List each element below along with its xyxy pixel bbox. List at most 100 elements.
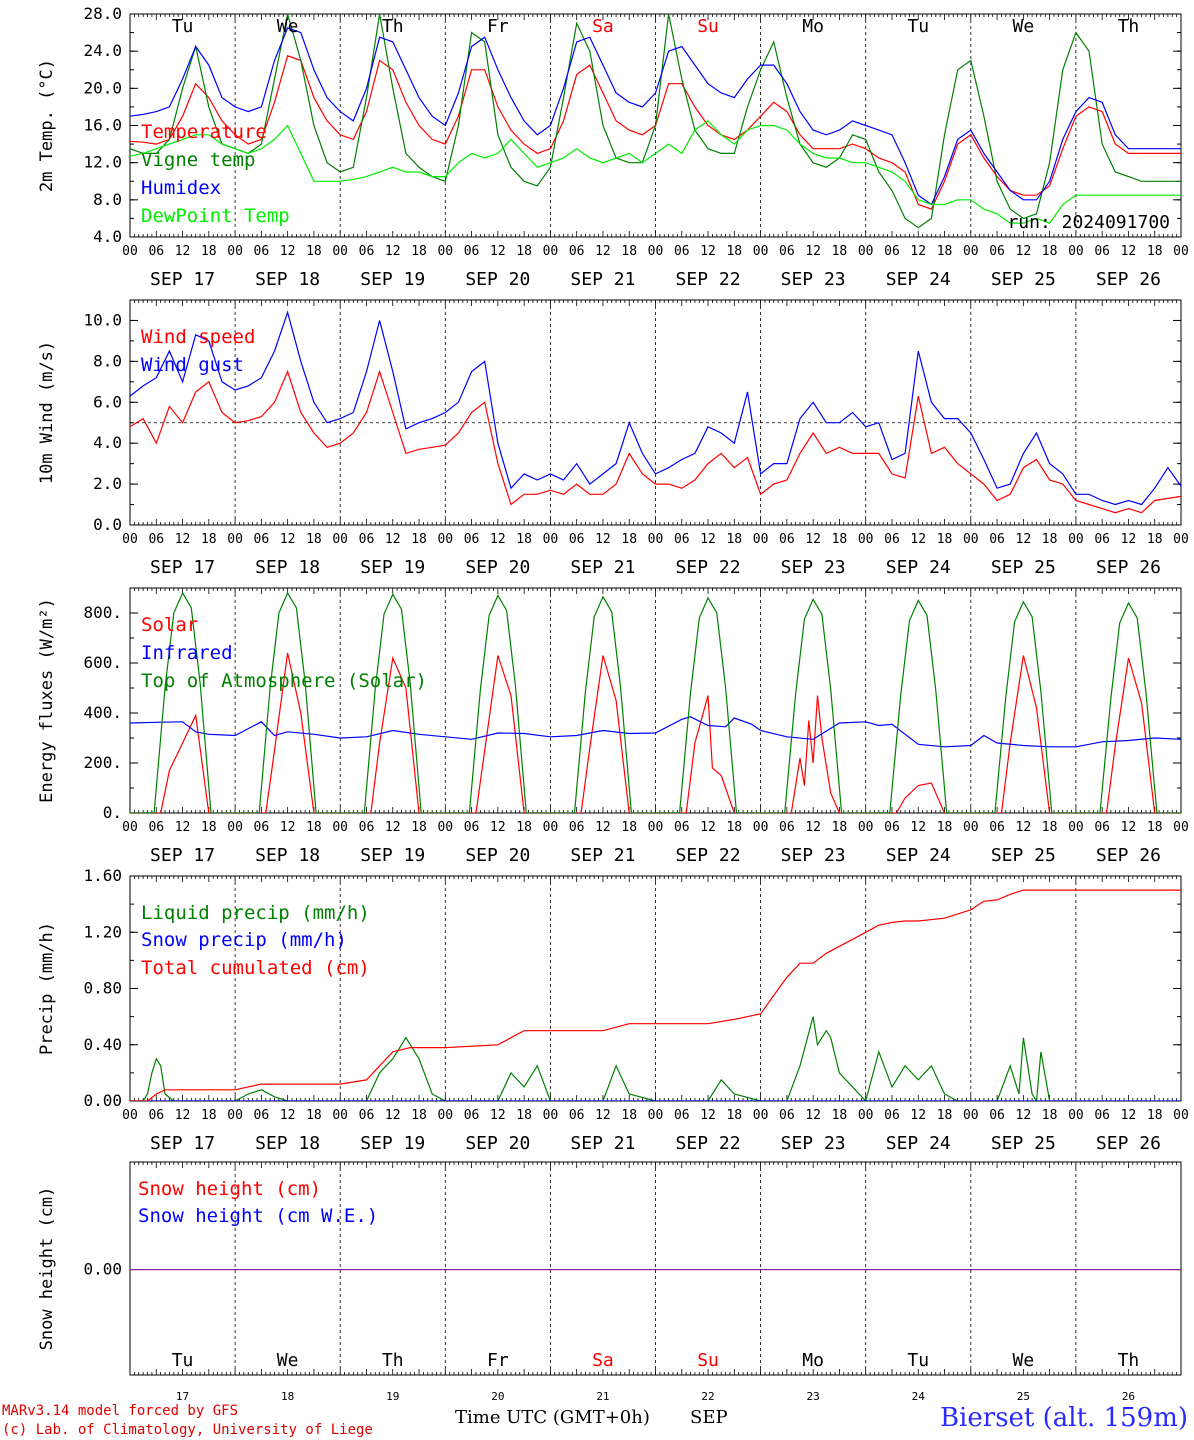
- legend-entry: Snow height (cm): [138, 1178, 321, 1200]
- hour-label: 00: [963, 820, 979, 835]
- date-label: SEP 25: [991, 845, 1056, 866]
- date-label: SEP 25: [991, 1133, 1056, 1154]
- hour-label: 12: [1016, 820, 1032, 835]
- hour-label: 06: [569, 532, 585, 547]
- hour-label: 06: [674, 532, 690, 547]
- panel-1: 4.0 8.0 12.0 16.0 20.0 24.0 28.0 2m Temp. (°C) T…: [37, 4, 1189, 290]
- hour-label: 00: [227, 820, 243, 835]
- hour-label: 06: [674, 1108, 690, 1123]
- y-tick-label: 6.0: [93, 392, 122, 411]
- panel-4: 0.00 0.40 0.80 1.20 1.60 Precip (mm/h) Liquid …: [37, 866, 1189, 1154]
- hour-label: 18: [621, 532, 637, 547]
- y-tick-label: 0.80: [83, 979, 122, 998]
- hour-label: 12: [805, 244, 821, 259]
- x-axis-label: Time UTC (GMT+0h): [455, 1407, 650, 1428]
- date-label: SEP 23: [781, 557, 846, 578]
- hour-label: 00: [122, 820, 138, 835]
- hour-label: 06: [569, 820, 585, 835]
- hour-label: 00: [858, 532, 874, 547]
- date-number: 17: [176, 1390, 189, 1403]
- hour-label: 00: [227, 1108, 243, 1123]
- hour-label: 12: [1121, 820, 1137, 835]
- hour-label: 00: [1068, 1108, 1084, 1123]
- y-tick-label: 400.: [83, 703, 122, 722]
- hour-label: 12: [910, 820, 926, 835]
- hour-ticks: [129, 1162, 1182, 1375]
- hour-label: 18: [201, 532, 217, 547]
- date-label: SEP 20: [465, 269, 530, 290]
- date-label: SEP 21: [570, 1133, 635, 1154]
- hour-label: 12: [1121, 1108, 1137, 1123]
- y-tick-label: 2.0: [93, 474, 122, 493]
- y-tick-label: 12.0: [83, 153, 122, 172]
- hour-label: 18: [306, 244, 322, 259]
- hour-label: 00: [753, 820, 769, 835]
- date-label: SEP 18: [255, 845, 320, 866]
- plot-frame: [129, 299, 1182, 526]
- hour-label: 00: [1173, 1108, 1189, 1123]
- y-axis-label: Energy fluxes (W/m²): [37, 598, 57, 803]
- y-tick-label: 0.40: [83, 1035, 122, 1054]
- date-label: SEP 18: [255, 557, 320, 578]
- hour-label: 06: [148, 1108, 164, 1123]
- day-label: Su: [697, 1350, 719, 1371]
- date-number: 19: [386, 1390, 399, 1403]
- hour-label: 00: [858, 244, 874, 259]
- hour-label: 06: [464, 820, 480, 835]
- y-tick-label: 1.60: [83, 866, 122, 885]
- hour-label: 00: [122, 1108, 138, 1123]
- hour-label: 06: [884, 532, 900, 547]
- station-name: Bierset (alt. 159m): [940, 1403, 1188, 1433]
- hour-ticks: [129, 300, 1182, 525]
- y-tick-label: 0.00: [83, 1091, 122, 1110]
- hour-label: 06: [254, 532, 270, 547]
- hour-label: 06: [148, 532, 164, 547]
- day-label: Fr: [487, 16, 509, 37]
- hour-label: 06: [464, 244, 480, 259]
- date-label: SEP 26: [1096, 1133, 1161, 1154]
- hour-label: 06: [569, 1108, 585, 1123]
- panel-2: 0.0 2.0 4.0 6.0 8.0 10.0 10m Wind (m/s) Wind sp…: [37, 299, 1189, 578]
- hour-label: 00: [753, 244, 769, 259]
- hour-label: 12: [280, 244, 296, 259]
- hour-label: 06: [464, 532, 480, 547]
- series-line: [130, 369, 1181, 514]
- hour-label: 06: [779, 532, 795, 547]
- hour-label: 06: [148, 244, 164, 259]
- lab-credit: (c) Lab. of Climatology, University of L…: [2, 1422, 373, 1438]
- hour-label: 06: [254, 1108, 270, 1123]
- y-tick-label: 600.: [83, 653, 122, 672]
- day-label: Th: [382, 1350, 404, 1371]
- hour-label: 06: [779, 244, 795, 259]
- date-label: SEP 26: [1096, 845, 1161, 866]
- hour-label: 12: [700, 1108, 716, 1123]
- hour-label: 12: [700, 820, 716, 835]
- date-label: SEP 23: [781, 845, 846, 866]
- day-label: Su: [697, 16, 719, 37]
- date-number: 23: [807, 1390, 820, 1403]
- day-label: Fr: [487, 1350, 509, 1371]
- legend-entry: Snow precip (mm/h): [141, 929, 347, 951]
- hour-label: 12: [280, 1108, 296, 1123]
- hour-label: 18: [726, 244, 742, 259]
- hour-label: 12: [805, 532, 821, 547]
- date-label: SEP 24: [886, 845, 951, 866]
- hour-label: 18: [937, 244, 953, 259]
- day-label: We: [1013, 1350, 1035, 1371]
- hour-label: 18: [1042, 244, 1058, 259]
- series-line: [130, 889, 1181, 1101]
- date-label: SEP 17: [150, 269, 215, 290]
- x-axis-month: SEP: [690, 1407, 728, 1428]
- legend-entry: Infrared: [141, 642, 233, 664]
- series-line: [130, 591, 1181, 813]
- y-tick-label: 0.0: [93, 515, 122, 534]
- hour-label: 00: [648, 532, 664, 547]
- date-label: SEP 17: [150, 1133, 215, 1154]
- hour-label: 12: [910, 1108, 926, 1123]
- hour-label: 00: [1068, 532, 1084, 547]
- hour-label: 06: [779, 1108, 795, 1123]
- hour-ticks: [129, 588, 1182, 813]
- series-line: [130, 14, 1181, 229]
- hour-label: 06: [148, 820, 164, 835]
- day-label: Th: [382, 16, 404, 37]
